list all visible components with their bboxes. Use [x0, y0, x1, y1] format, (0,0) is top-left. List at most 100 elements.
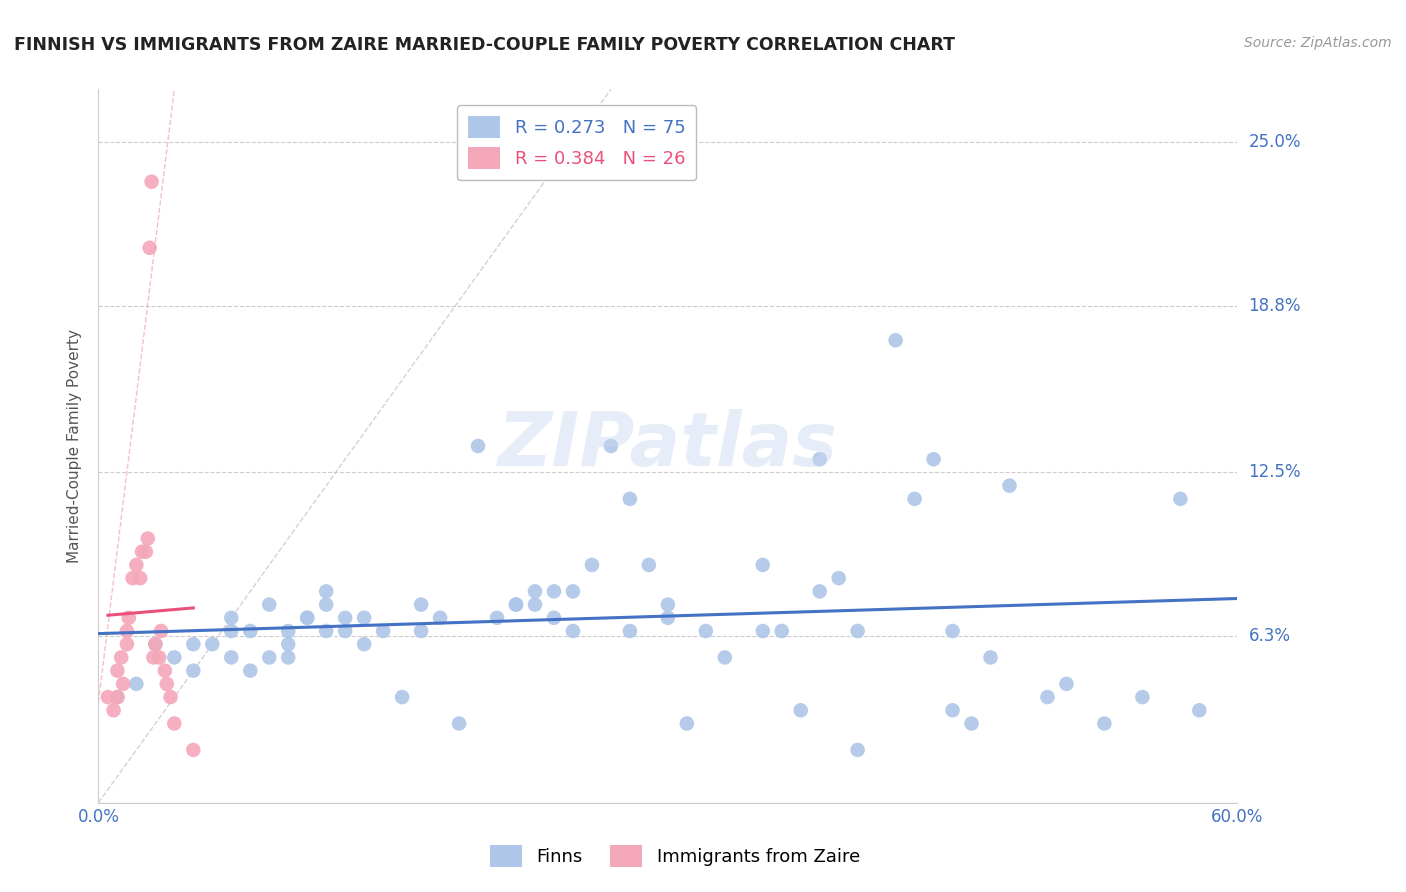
Point — [221, 611, 243, 625]
Point — [904, 491, 927, 506]
Point — [153, 664, 176, 678]
Point — [142, 650, 165, 665]
Point — [239, 664, 262, 678]
Point — [315, 624, 337, 638]
Point — [505, 598, 527, 612]
Point — [239, 624, 262, 638]
Text: Source: ZipAtlas.com: Source: ZipAtlas.com — [1244, 36, 1392, 50]
Point — [103, 703, 125, 717]
Point — [1056, 677, 1078, 691]
Point — [657, 598, 679, 612]
Point — [315, 584, 337, 599]
Point — [619, 491, 641, 506]
Point — [449, 716, 471, 731]
Point — [259, 598, 281, 612]
Point — [1036, 690, 1059, 704]
Point — [150, 624, 173, 638]
Point — [163, 716, 186, 731]
Point — [411, 598, 433, 612]
Point — [136, 532, 159, 546]
Point — [714, 650, 737, 665]
Point — [183, 637, 205, 651]
Point — [942, 703, 965, 717]
Point — [998, 478, 1021, 492]
Point — [107, 690, 129, 704]
Point — [619, 624, 641, 638]
Point — [145, 637, 167, 651]
Point — [121, 571, 143, 585]
Point — [846, 743, 869, 757]
Point — [1170, 491, 1192, 506]
Point — [979, 650, 1001, 665]
Point — [183, 743, 205, 757]
Point — [1132, 690, 1154, 704]
Point — [371, 624, 394, 638]
Point — [411, 624, 433, 638]
Point — [118, 611, 141, 625]
Point — [115, 637, 138, 651]
Point — [828, 571, 851, 585]
Point — [297, 611, 319, 625]
Point — [505, 598, 527, 612]
Point — [638, 558, 661, 572]
Point — [808, 452, 831, 467]
Point — [259, 650, 281, 665]
Point — [183, 664, 205, 678]
Point — [277, 637, 299, 651]
Point — [156, 677, 179, 691]
Point — [315, 598, 337, 612]
Point — [277, 650, 299, 665]
Point — [486, 611, 509, 625]
Point — [221, 624, 243, 638]
Point — [131, 545, 153, 559]
Point — [125, 558, 148, 572]
Point — [429, 611, 451, 625]
Point — [97, 690, 120, 704]
Point — [524, 584, 547, 599]
Text: 25.0%: 25.0% — [1249, 133, 1301, 151]
Point — [391, 690, 413, 704]
Point — [695, 624, 717, 638]
Point — [201, 637, 224, 651]
Point — [562, 624, 585, 638]
Legend: R = 0.273   N = 75, R = 0.384   N = 26: R = 0.273 N = 75, R = 0.384 N = 26 — [457, 105, 696, 180]
Point — [884, 333, 907, 347]
Point — [135, 545, 157, 559]
Text: 6.3%: 6.3% — [1249, 627, 1291, 645]
Point — [581, 558, 603, 572]
Point — [335, 611, 357, 625]
Point — [752, 558, 775, 572]
Point — [467, 439, 489, 453]
Point — [543, 611, 565, 625]
Point — [600, 439, 623, 453]
Point — [125, 677, 148, 691]
Point — [752, 624, 775, 638]
Point — [960, 716, 983, 731]
Point — [1188, 703, 1211, 717]
Legend: Finns, Immigrants from Zaire: Finns, Immigrants from Zaire — [482, 838, 868, 874]
Point — [335, 624, 357, 638]
Point — [562, 584, 585, 599]
Point — [112, 677, 135, 691]
Point — [942, 624, 965, 638]
Point — [657, 611, 679, 625]
Point — [808, 584, 831, 599]
Text: FINNISH VS IMMIGRANTS FROM ZAIRE MARRIED-COUPLE FAMILY POVERTY CORRELATION CHART: FINNISH VS IMMIGRANTS FROM ZAIRE MARRIED… — [14, 36, 955, 54]
Point — [141, 175, 163, 189]
Point — [353, 611, 375, 625]
Point — [107, 664, 129, 678]
Point — [148, 650, 170, 665]
Point — [277, 624, 299, 638]
Point — [790, 703, 813, 717]
Point — [353, 637, 375, 651]
Point — [163, 650, 186, 665]
Text: 12.5%: 12.5% — [1249, 464, 1301, 482]
Point — [159, 690, 181, 704]
Point — [1094, 716, 1116, 731]
Point — [846, 624, 869, 638]
Point — [770, 624, 793, 638]
Point — [115, 624, 138, 638]
Point — [145, 637, 167, 651]
Point — [107, 690, 129, 704]
Point — [543, 584, 565, 599]
